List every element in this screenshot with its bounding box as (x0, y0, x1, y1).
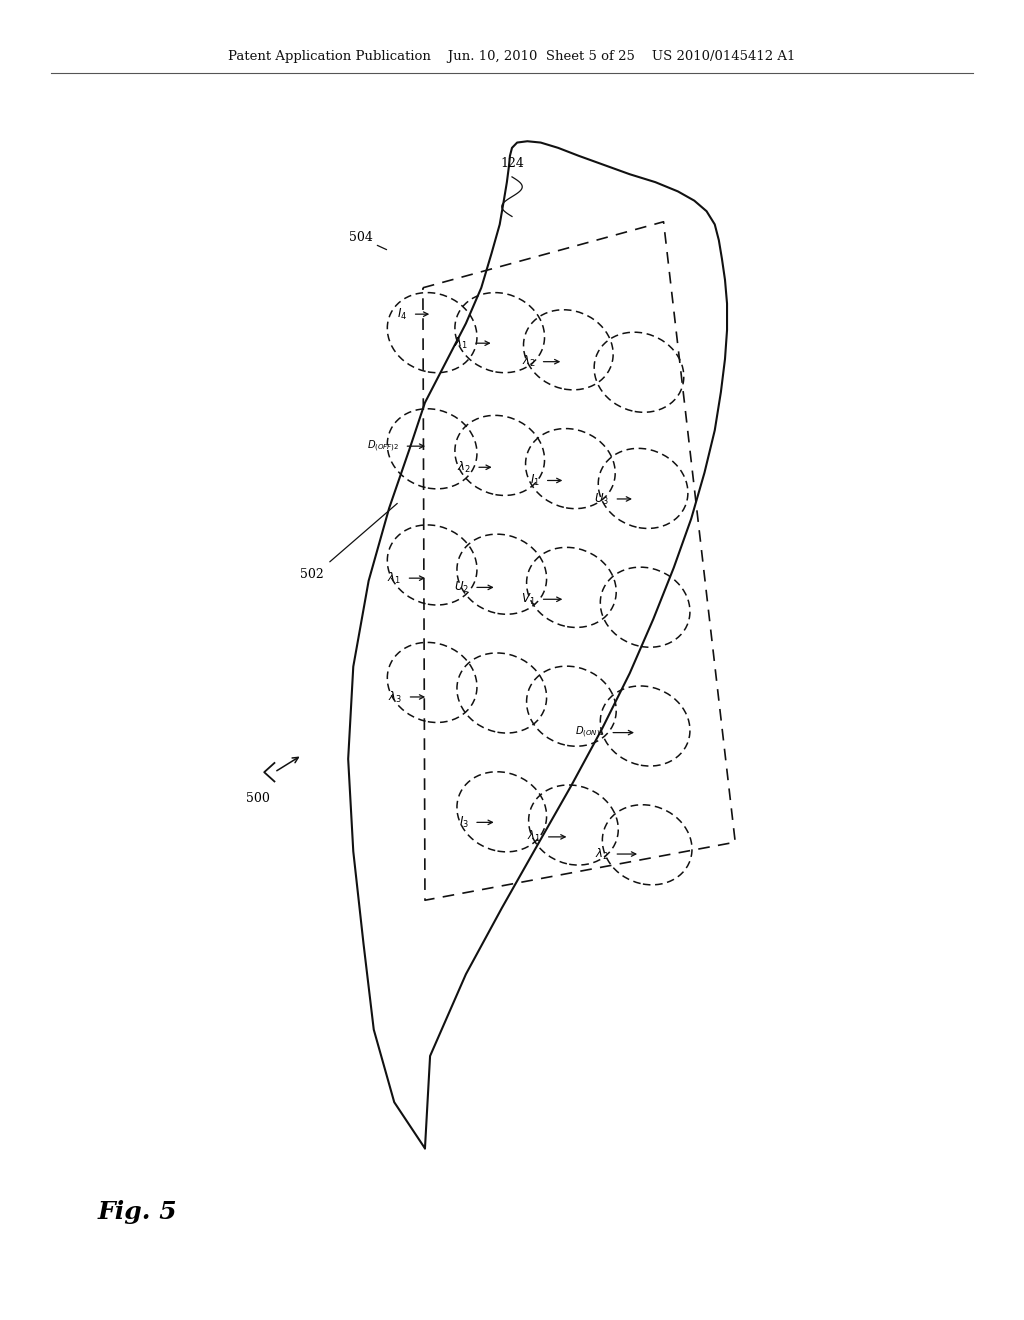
Text: $U_2$: $U_2$ (454, 579, 469, 595)
Text: $\lambda_2$: $\lambda_2$ (457, 459, 471, 475)
Text: $\lambda_1$: $\lambda_1$ (454, 335, 468, 351)
Text: 502: 502 (300, 568, 325, 581)
Text: $I_1$: $I_1$ (529, 473, 540, 488)
Text: 504: 504 (348, 231, 373, 244)
Text: $\lambda_2$: $\lambda_2$ (521, 354, 536, 370)
Text: $V_1$: $V_1$ (521, 591, 536, 607)
Text: $D_{(OFF)2}$: $D_{(OFF)2}$ (367, 438, 399, 454)
Text: $\lambda_3$: $\lambda_3$ (388, 689, 402, 705)
Text: 124: 124 (500, 157, 524, 170)
Text: $\lambda_1$: $\lambda_1$ (526, 829, 541, 845)
Text: $I_3$: $I_3$ (459, 814, 469, 830)
Text: Fig. 5: Fig. 5 (97, 1200, 177, 1224)
Text: $\lambda_1$: $\lambda_1$ (387, 570, 401, 586)
Text: $U_3$: $U_3$ (594, 491, 609, 507)
Text: $I_4$: $I_4$ (397, 306, 408, 322)
Text: $D_{(ON)1}$: $D_{(ON)1}$ (575, 725, 605, 741)
Text: Patent Application Publication    Jun. 10, 2010  Sheet 5 of 25    US 2010/014541: Patent Application Publication Jun. 10, … (228, 50, 796, 63)
Text: 500: 500 (246, 792, 270, 805)
Text: $\lambda_2$: $\lambda_2$ (595, 846, 609, 862)
